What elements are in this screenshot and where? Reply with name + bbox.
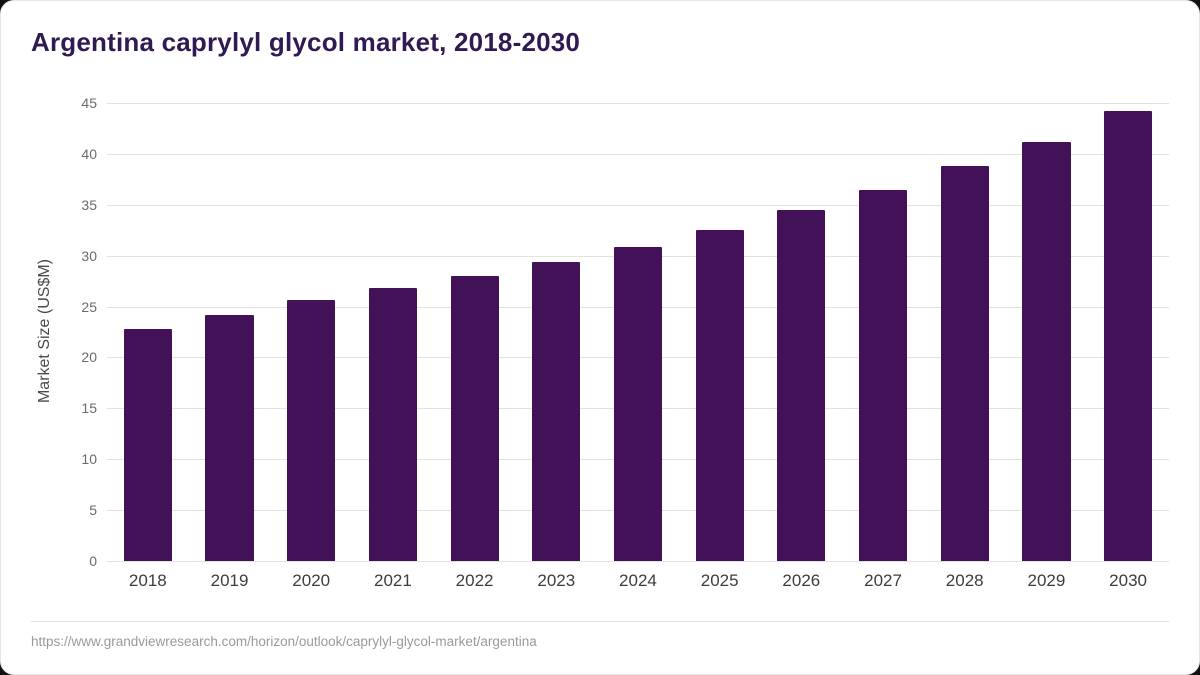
bar-cell <box>679 103 761 561</box>
bars <box>107 103 1169 561</box>
y-tick-label: 35 <box>81 196 97 213</box>
bar-cell <box>924 103 1006 561</box>
x-axis-labels: 2018 2019 2020 2021 2022 2023 2024 2025 2026 2027… <box>107 571 1169 591</box>
bar-cell <box>270 103 352 561</box>
x-tick-label: 2021 <box>373 571 412 590</box>
gridline <box>107 561 1169 562</box>
y-axis-title: Market Size (US$M) <box>36 258 53 404</box>
x-tick-label: 2028 <box>945 571 984 590</box>
x-tick-label: 2018 <box>128 571 167 590</box>
x-tick-label: 2029 <box>1027 571 1066 590</box>
bar-2022 <box>450 276 499 561</box>
bar-cell <box>842 103 924 561</box>
bar-cell <box>107 103 189 561</box>
y-tick-label: 5 <box>89 502 97 519</box>
bar-cell <box>434 103 516 561</box>
source-url: https://www.grandviewresearch.com/horizo… <box>31 634 537 649</box>
bar-cell <box>1006 103 1088 561</box>
bar-2020 <box>287 300 336 561</box>
x-tick-label: 2030 <box>1109 571 1147 590</box>
gridline <box>107 103 1169 104</box>
bar-2027 <box>858 189 908 561</box>
bar-2018 <box>123 328 172 561</box>
y-axis: 0 5 10 15 20 25 30 35 40 45 <box>59 95 97 569</box>
y-tick-label: 45 <box>81 95 97 111</box>
x-tick-label: 2025 <box>700 571 739 590</box>
y-tick-label: 10 <box>81 451 97 468</box>
y-tick-label: 0 <box>89 553 97 569</box>
y-tick-label: 15 <box>81 400 97 417</box>
bar-2023 <box>532 261 581 561</box>
bar-2030 <box>1104 111 1153 561</box>
gridline <box>107 153 1169 155</box>
x-tick-label: 2023 <box>537 571 576 590</box>
bar-cell <box>761 103 843 561</box>
x-tick-label: 2019 <box>210 571 249 590</box>
bar-2026 <box>777 209 826 561</box>
y-tick-label: 20 <box>81 349 97 366</box>
bar-cell <box>189 103 271 561</box>
bar-2028 <box>940 166 989 561</box>
y-tick-label: 40 <box>81 145 97 162</box>
x-tick-label: 2026 <box>782 571 821 590</box>
footer-divider <box>31 621 1169 622</box>
x-tick-label: 2024 <box>619 571 657 590</box>
bar-2021 <box>368 288 417 561</box>
x-tick-label: 2027 <box>864 571 902 590</box>
bar-cell <box>597 103 679 561</box>
bar-2029 <box>1022 141 1071 561</box>
x-tick-label: 2022 <box>455 571 494 590</box>
y-tick-label: 30 <box>81 247 97 264</box>
bar-cell <box>1087 103 1169 561</box>
bar-cell <box>352 103 434 561</box>
gridline <box>107 204 1169 206</box>
bar-2019 <box>205 314 254 561</box>
bar-2024 <box>613 246 663 561</box>
y-tick-label: 25 <box>81 298 97 315</box>
chart-title: Argentina caprylyl glycol market, 2018-2… <box>31 27 581 57</box>
x-tick-label: 2020 <box>292 571 331 590</box>
bar-cell <box>515 103 597 561</box>
bar-2025 <box>695 230 744 561</box>
plot-area <box>107 103 1169 562</box>
